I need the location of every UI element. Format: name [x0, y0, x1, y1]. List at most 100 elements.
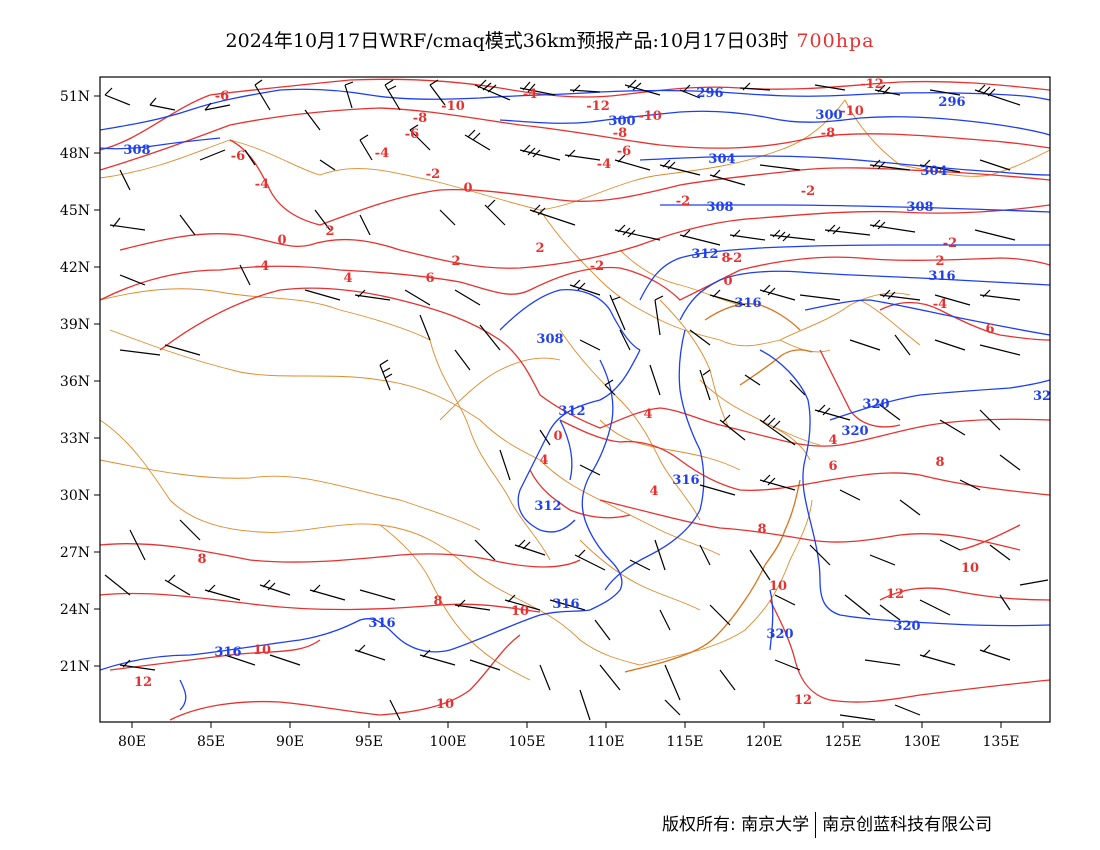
temp-label: 10	[253, 643, 271, 658]
temp-label: -4	[255, 259, 269, 274]
lon-tick: 120E	[746, 722, 783, 750]
height-label: 316	[672, 473, 699, 488]
height-label: 312	[558, 404, 585, 419]
height-label: 308	[906, 200, 933, 215]
temp-label: 0	[463, 181, 472, 196]
temp-label: 2	[451, 254, 460, 269]
lon-tick-label: 95E	[355, 734, 383, 750]
temp-label: -2	[590, 259, 604, 274]
lon-tick: 105E	[509, 722, 545, 750]
lon-tick-label: 80E	[118, 734, 146, 750]
lat-tick: 27N	[60, 545, 100, 561]
lat-tick-label: 30N	[60, 488, 90, 504]
wind-barbs	[104, 79, 1049, 721]
height-label: 316	[734, 296, 761, 311]
temp-label: -4	[933, 297, 947, 312]
temp-label: 4	[343, 271, 352, 286]
height-label: 300	[815, 108, 842, 123]
temp-label: -12	[860, 77, 884, 92]
temp-label: -4	[523, 87, 537, 102]
height-label: 296	[938, 95, 965, 110]
height-label: 320	[893, 619, 920, 634]
temp-label: 6	[985, 322, 994, 337]
lon-tick: 95E	[355, 722, 383, 750]
temp-label: -4	[375, 146, 389, 161]
height-contours	[100, 88, 1050, 711]
lon-tick-label: 100E	[430, 734, 467, 750]
temp-label: 0	[723, 274, 732, 289]
company-name: 南京创蓝科技有限公司	[822, 815, 993, 835]
lon-tick-label: 120E	[746, 734, 783, 750]
temp-label: 4	[643, 407, 652, 422]
lat-tick-label: 33N	[60, 431, 90, 447]
lat-tick-label: 45N	[60, 203, 90, 219]
footer-credits: 版权所有: 南京大学 南京创蓝科技有限公司	[662, 810, 992, 838]
temp-label: -8	[613, 126, 627, 141]
temp-label: 12	[134, 675, 152, 690]
temp-label: 6	[425, 271, 434, 286]
height-label: 300	[608, 114, 635, 129]
temp-label: -10	[638, 109, 662, 124]
temp-label: 8	[935, 455, 944, 470]
lat-tick-label: 36N	[60, 374, 90, 390]
lat-tick: 33N	[60, 431, 100, 447]
height-label: 316	[368, 616, 395, 631]
height-label: 316	[552, 597, 579, 612]
temp-label: -6	[215, 89, 229, 104]
lon-tick: 135E	[983, 722, 1020, 750]
temp-label: -8	[821, 126, 835, 141]
map-layers: -6 -4 -10 -12 -12 -10 -8 -10 -6 -8 -4 -8…	[100, 77, 1051, 721]
temp-label: -2	[943, 236, 957, 251]
height-label: 320	[766, 627, 793, 642]
lat-tick-label: 39N	[60, 317, 90, 333]
temperature-labels: -6 -4 -10 -12 -12 -10 -8 -10 -6 -8 -4 -8…	[134, 77, 995, 712]
temp-label: 4	[828, 433, 837, 448]
temp-label: -4	[597, 157, 611, 172]
lat-tick: 45N	[60, 203, 100, 219]
temp-label: -2	[676, 194, 690, 209]
coastline	[624, 303, 813, 673]
lon-axis: 80E 85E 90E 95E 100E 105E 110E 115E 120E…	[118, 722, 1020, 750]
lon-tick: 80E	[118, 722, 146, 750]
height-labels: 296 296 300 300 304 304 308 308 308 308 …	[123, 86, 1051, 660]
temp-label: -6	[231, 149, 245, 164]
lon-tick-label: 135E	[983, 734, 1020, 750]
lon-tick-label: 115E	[667, 734, 704, 750]
plot-frame	[99, 76, 1051, 723]
temperature-contours	[100, 78, 1050, 721]
temp-label: -6	[617, 144, 631, 159]
footer-divider	[815, 812, 817, 838]
temp-label: 4	[649, 484, 658, 499]
height-label: 32	[1033, 389, 1051, 404]
title-level: 700hpa	[796, 30, 875, 52]
lat-tick: 30N	[60, 488, 100, 504]
temp-label: -2	[801, 184, 815, 199]
lat-tick: 24N	[60, 602, 100, 618]
lat-tick: 21N	[60, 659, 100, 675]
lon-tick: 100E	[430, 722, 467, 750]
lat-tick-label: 42N	[60, 260, 90, 276]
temp-label: 10	[511, 604, 529, 619]
temp-label: 6	[828, 459, 837, 474]
lon-tick: 125E	[825, 722, 862, 750]
height-label: 308	[706, 200, 733, 215]
temp-label: -10	[441, 99, 465, 114]
height-label: 304	[920, 164, 947, 179]
temp-label: -2	[426, 167, 440, 182]
lon-tick-label: 85E	[197, 734, 225, 750]
height-label: 312	[534, 499, 561, 514]
temp-label: -2	[728, 251, 742, 266]
lat-tick: 48N	[60, 146, 100, 162]
lat-tick-label: 21N	[60, 659, 90, 675]
lat-axis: 51N 48N 45N 42N 39N 36N 33N 30N 27N 24N …	[60, 89, 100, 675]
temp-label: 10	[436, 697, 454, 712]
lat-tick: 42N	[60, 260, 100, 276]
lon-tick-label: 125E	[825, 734, 862, 750]
height-label: 316	[928, 269, 955, 284]
lat-tick: 39N	[60, 317, 100, 333]
temp-label: 12	[886, 587, 904, 602]
title-main: 2024年10月17日WRF/cmaq模式36km预报产品:10月17日03时	[225, 30, 789, 52]
temp-label: 10	[961, 561, 979, 576]
temp-label: 0	[277, 233, 286, 248]
